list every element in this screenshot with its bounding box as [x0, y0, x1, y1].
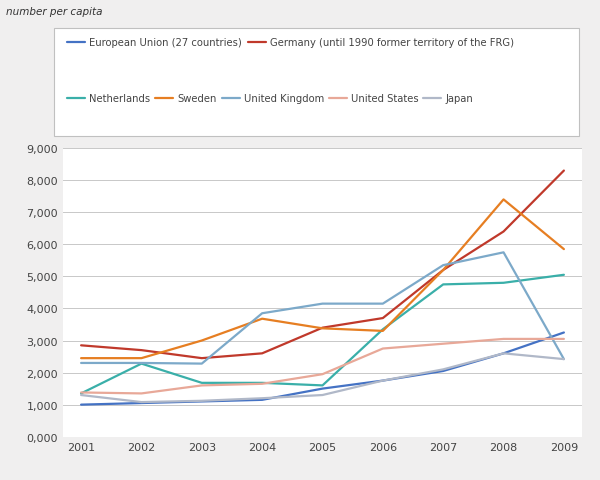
Legend: Netherlands, Sweden, United Kingdom, United States, Japan: Netherlands, Sweden, United Kingdom, Uni…: [65, 92, 475, 106]
Legend: European Union (27 countries), Germany (until 1990 former territory of the FRG): European Union (27 countries), Germany (…: [65, 36, 516, 50]
Text: number per capita: number per capita: [6, 7, 103, 17]
